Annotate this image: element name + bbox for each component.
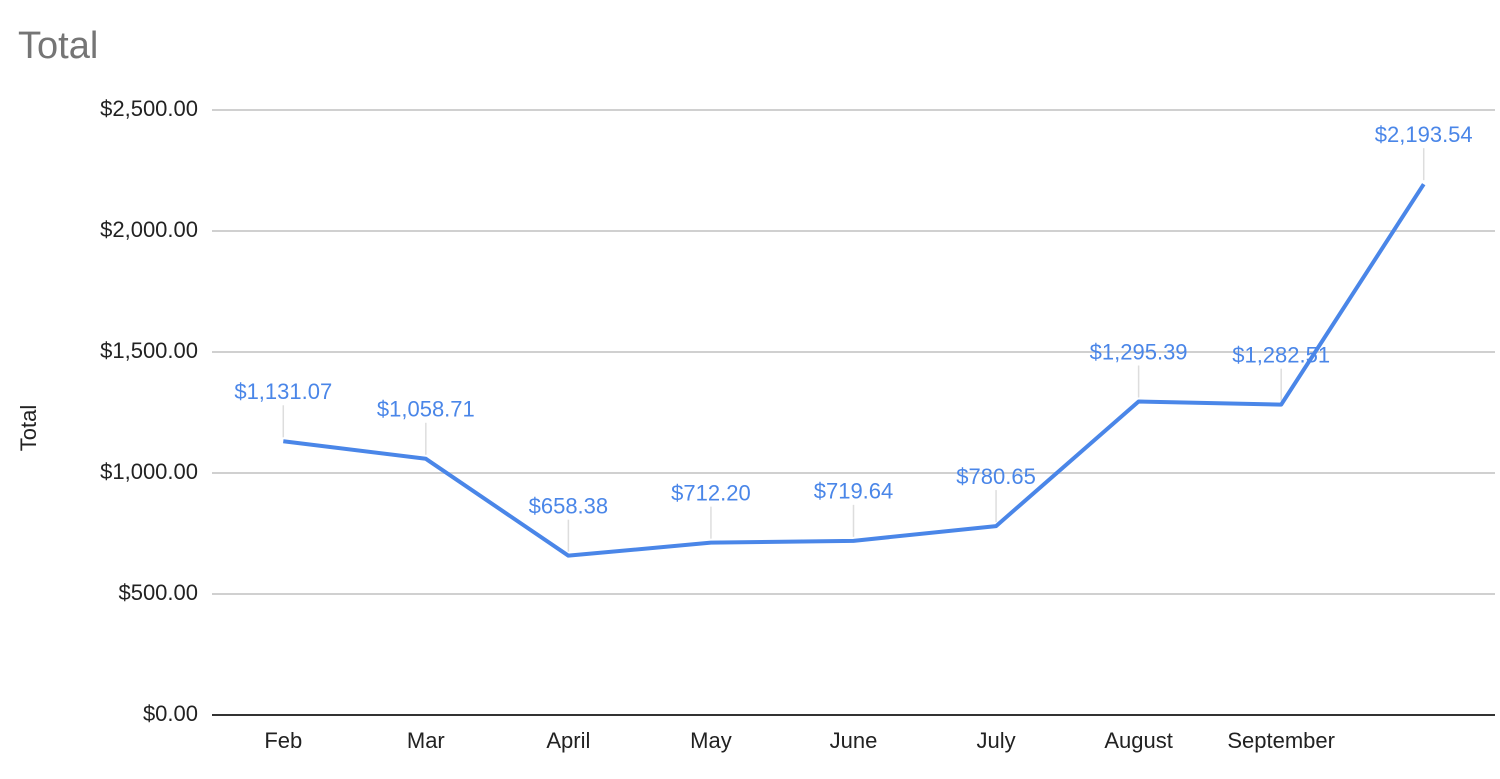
data-label: $712.20 xyxy=(671,480,751,505)
y-tick-label: $2,000.00 xyxy=(100,217,198,242)
x-tick-label: August xyxy=(1104,728,1173,753)
data-label: $780.65 xyxy=(956,464,1036,489)
x-tick-label: September xyxy=(1227,728,1335,753)
chart-title: Total xyxy=(18,25,98,67)
x-tick-label: June xyxy=(830,728,878,753)
y-tick-label: $1,000.00 xyxy=(100,459,198,484)
data-label: $1,131.07 xyxy=(234,379,332,404)
data-label: $1,282.51 xyxy=(1232,342,1330,367)
data-label: $1,295.39 xyxy=(1090,339,1188,364)
data-label: $658.38 xyxy=(529,493,609,518)
x-tick-label: July xyxy=(976,728,1015,753)
x-tick-label: Mar xyxy=(407,728,445,753)
data-label: $719.64 xyxy=(814,479,894,504)
data-label: $2,193.54 xyxy=(1375,122,1473,147)
y-tick-label: $1,500.00 xyxy=(100,338,198,363)
y-axis-label: Total xyxy=(16,405,41,451)
data-label: $1,058.71 xyxy=(377,397,475,422)
line xyxy=(283,183,1426,558)
y-tick-label: $0.00 xyxy=(143,701,198,726)
x-tick-label: Feb xyxy=(264,728,302,753)
x-tick-label: May xyxy=(690,728,732,753)
y-tick-label: $500.00 xyxy=(118,580,198,605)
y-tick-label: $2,500.00 xyxy=(100,96,198,121)
x-tick-label: April xyxy=(546,728,590,753)
